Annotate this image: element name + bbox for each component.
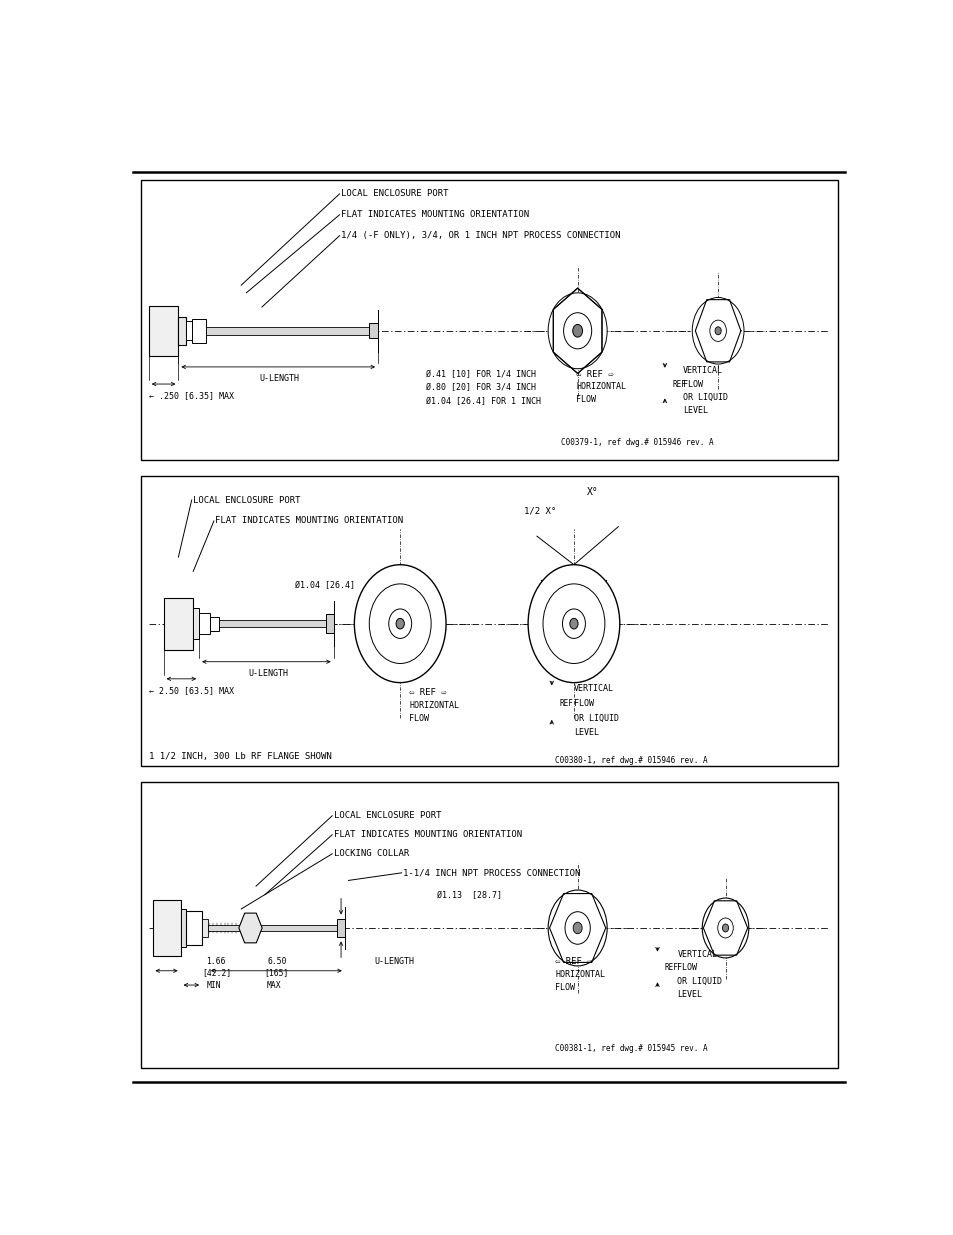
Text: U-LENGTH: U-LENGTH: [248, 668, 288, 678]
Text: ← .250 [6.35] MAX: ← .250 [6.35] MAX: [149, 391, 233, 400]
Polygon shape: [238, 913, 262, 942]
Text: 1/4 (-F ONLY), 3/4, OR 1 INCH NPT PROCESS CONNECTION: 1/4 (-F ONLY), 3/4, OR 1 INCH NPT PROCES…: [341, 231, 619, 240]
Text: ⇦ REF ⇨: ⇦ REF ⇨: [576, 370, 613, 379]
Text: FLAT INDICATES MOUNTING ORIENTATION: FLAT INDICATES MOUNTING ORIENTATION: [334, 830, 521, 840]
Text: Ø.41 [10] FOR 1/4 INCH: Ø.41 [10] FOR 1/4 INCH: [426, 370, 536, 379]
Text: FLOW: FLOW: [576, 395, 596, 404]
Text: OR LIQUID: OR LIQUID: [682, 393, 727, 401]
Bar: [149, 306, 178, 356]
Text: REF: REF: [558, 699, 573, 708]
Text: FLOW: FLOW: [574, 699, 594, 708]
Ellipse shape: [717, 918, 733, 937]
Text: FLAT INDICATES MOUNTING ORIENTATION: FLAT INDICATES MOUNTING ORIENTATION: [341, 210, 529, 220]
Bar: [186, 911, 202, 945]
Bar: [199, 614, 210, 634]
Text: VERTICAL: VERTICAL: [682, 367, 721, 375]
Ellipse shape: [721, 924, 728, 932]
Bar: [219, 620, 326, 627]
Ellipse shape: [714, 327, 720, 335]
Bar: [208, 925, 337, 931]
Text: LOCKING COLLAR: LOCKING COLLAR: [334, 850, 409, 858]
Ellipse shape: [572, 325, 582, 337]
Bar: [180, 909, 186, 947]
Text: C00380-1, ref dwg.# 015946 rev. A: C00380-1, ref dwg.# 015946 rev. A: [555, 756, 707, 766]
Bar: [164, 598, 193, 650]
Text: MIN: MIN: [206, 981, 221, 989]
Text: C00381-1, ref dwg.# 015945 rev. A: C00381-1, ref dwg.# 015945 rev. A: [555, 1045, 707, 1053]
Bar: [186, 321, 192, 341]
Ellipse shape: [395, 619, 404, 629]
Bar: [192, 319, 206, 342]
Ellipse shape: [573, 923, 581, 934]
Text: FLOW: FLOW: [409, 714, 429, 724]
Text: Ø.80 [20] FOR 3/4 INCH: Ø.80 [20] FOR 3/4 INCH: [426, 383, 536, 393]
Ellipse shape: [709, 320, 725, 341]
Text: X°: X°: [587, 488, 598, 498]
Text: ⇦ REF ⇨: ⇦ REF ⇨: [555, 957, 593, 966]
Text: LEVEL: LEVEL: [677, 990, 701, 999]
Ellipse shape: [701, 898, 748, 958]
Ellipse shape: [388, 609, 412, 638]
Text: LOCAL ENCLOSURE PORT: LOCAL ENCLOSURE PORT: [341, 189, 448, 199]
Text: REF: REF: [664, 963, 678, 972]
Bar: [141, 783, 837, 1068]
Text: REF: REF: [672, 379, 685, 389]
Ellipse shape: [692, 298, 743, 364]
Text: ← 2.50 [63.5] MAX: ← 2.50 [63.5] MAX: [149, 685, 233, 695]
Text: [42.2]: [42.2]: [202, 968, 231, 977]
Text: FLAT INDICATES MOUNTING ORIENTATION: FLAT INDICATES MOUNTING ORIENTATION: [215, 516, 403, 525]
Ellipse shape: [354, 564, 446, 683]
Ellipse shape: [369, 584, 431, 663]
Text: C00379-1, ref dwg.# 015946 rev. A: C00379-1, ref dwg.# 015946 rev. A: [560, 438, 713, 447]
Text: LEVEL: LEVEL: [574, 727, 598, 736]
Ellipse shape: [569, 619, 578, 629]
Text: 1 1/2 INCH, 300 Lb RF FLANGE SHOWN: 1 1/2 INCH, 300 Lb RF FLANGE SHOWN: [149, 752, 332, 761]
Bar: [369, 324, 377, 338]
Text: U-LENGTH: U-LENGTH: [374, 957, 414, 966]
Text: 1/2 X°: 1/2 X°: [524, 506, 557, 516]
Text: HORIZONTAL: HORIZONTAL: [576, 383, 625, 391]
Bar: [152, 900, 180, 956]
Bar: [210, 616, 219, 631]
Text: LEVEL: LEVEL: [682, 406, 707, 415]
Text: OR LIQUID: OR LIQUID: [677, 977, 721, 986]
Ellipse shape: [548, 890, 606, 966]
Text: HORIZONTAL: HORIZONTAL: [555, 969, 605, 979]
Text: FLOW: FLOW: [677, 963, 697, 972]
Text: HORIZONTAL: HORIZONTAL: [409, 701, 458, 710]
Bar: [193, 609, 199, 638]
Text: U-LENGTH: U-LENGTH: [259, 374, 299, 383]
Ellipse shape: [562, 609, 585, 638]
Text: 1.66: 1.66: [206, 957, 226, 966]
Text: Ø1.04 [26.4] FOR 1 INCH: Ø1.04 [26.4] FOR 1 INCH: [426, 396, 540, 405]
Text: 1-1/4 INCH NPT PROCESS CONNECTION: 1-1/4 INCH NPT PROCESS CONNECTION: [403, 868, 580, 877]
Text: FLOW: FLOW: [555, 983, 575, 993]
Text: FLOW: FLOW: [682, 379, 702, 389]
Text: Ø1.04 [26.4]: Ø1.04 [26.4]: [294, 582, 355, 590]
Text: Ø1.13  [28.7]: Ø1.13 [28.7]: [436, 892, 501, 900]
Ellipse shape: [542, 584, 604, 663]
Text: LOCAL ENCLOSURE PORT: LOCAL ENCLOSURE PORT: [193, 495, 300, 505]
Text: VERTICAL: VERTICAL: [677, 950, 717, 960]
Bar: [141, 477, 837, 766]
Bar: [206, 327, 369, 335]
Text: MAX: MAX: [267, 981, 281, 989]
Ellipse shape: [548, 293, 606, 369]
Text: [165]: [165]: [264, 968, 288, 977]
Bar: [202, 919, 208, 936]
Bar: [337, 919, 344, 936]
Text: ⇦ REF ⇨: ⇦ REF ⇨: [409, 688, 446, 697]
Ellipse shape: [528, 564, 619, 683]
Bar: [141, 179, 837, 461]
Bar: [326, 614, 334, 634]
Text: 6.50: 6.50: [267, 957, 286, 966]
Text: VERTICAL: VERTICAL: [574, 684, 614, 693]
Text: OR LIQUID: OR LIQUID: [574, 714, 618, 724]
Text: LOCAL ENCLOSURE PORT: LOCAL ENCLOSURE PORT: [334, 811, 440, 820]
Ellipse shape: [563, 312, 591, 348]
Ellipse shape: [564, 911, 590, 945]
Bar: [178, 316, 186, 345]
